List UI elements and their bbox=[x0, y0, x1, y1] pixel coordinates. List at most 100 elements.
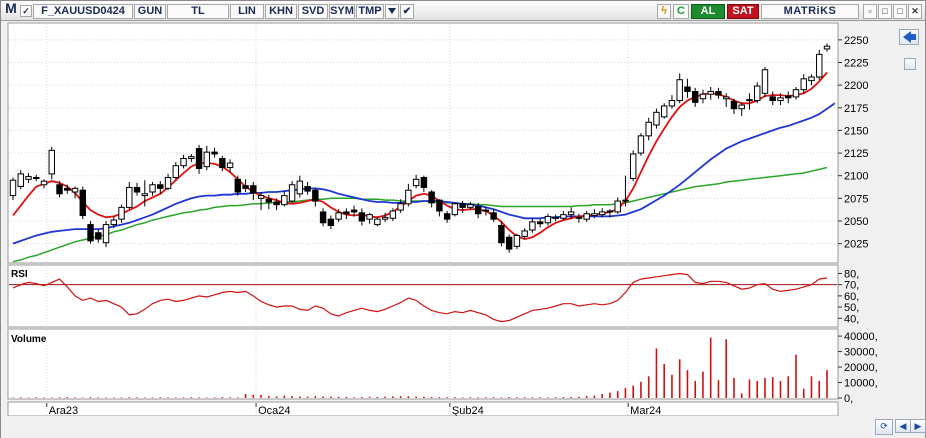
candle-up bbox=[366, 214, 373, 220]
candle-up bbox=[288, 184, 296, 202]
close-icon[interactable]: ✕ bbox=[908, 4, 922, 19]
candle-down bbox=[95, 232, 102, 240]
checkmark-icon[interactable]: ✔ bbox=[400, 4, 414, 19]
candle-down bbox=[536, 221, 544, 225]
candle-up bbox=[800, 78, 807, 91]
chart-area[interactable]: 2250 2225 2200 2175 2150 2125 2100 2075 2050 2025… bbox=[1, 21, 897, 417]
candle-down bbox=[304, 186, 311, 192]
candle-up bbox=[761, 69, 769, 94]
candle-down bbox=[490, 212, 497, 220]
volume-tick-label: 40000, bbox=[844, 331, 878, 343]
rsi-tick-label: 60, bbox=[844, 291, 859, 303]
sat-button[interactable]: SAT bbox=[727, 4, 759, 19]
panel-toggle-icon[interactable] bbox=[904, 58, 916, 70]
candle-up bbox=[71, 187, 79, 193]
svd-button[interactable]: SVD bbox=[298, 4, 328, 19]
khn-button[interactable]: KHN bbox=[265, 4, 297, 19]
candle-up bbox=[40, 180, 48, 186]
scroll-right-icon[interactable]: ▶ bbox=[910, 419, 926, 433]
candle-up bbox=[226, 162, 234, 169]
candle-up bbox=[777, 97, 784, 102]
candle-up bbox=[668, 100, 676, 107]
candle-up bbox=[17, 173, 24, 188]
candle-down bbox=[64, 187, 71, 191]
bottom-bar bbox=[1, 416, 925, 438]
sym-button[interactable]: SYM bbox=[329, 4, 355, 19]
tmp-button[interactable]: TMP bbox=[356, 4, 384, 19]
scale-button[interactable]: LIN bbox=[230, 4, 264, 19]
candle-up bbox=[521, 230, 528, 237]
volume-title: Volume bbox=[11, 334, 47, 345]
date-label: Şub24 bbox=[452, 405, 484, 417]
date-label: Mar24 bbox=[630, 405, 661, 417]
candle-up bbox=[567, 211, 575, 216]
candle-down bbox=[575, 216, 583, 219]
candle-up bbox=[48, 149, 55, 175]
price-tick-label: 2250 bbox=[844, 35, 868, 47]
currency-button[interactable]: TL bbox=[167, 4, 229, 19]
price-tick-label: 2100 bbox=[844, 171, 868, 183]
candle-down bbox=[443, 213, 451, 220]
rsi-line bbox=[12, 272, 828, 323]
candle-up bbox=[560, 214, 567, 219]
candle-up bbox=[676, 79, 683, 102]
volume-tick-label: 10000, bbox=[844, 378, 878, 390]
rsi-panel bbox=[7, 264, 839, 328]
candle-down bbox=[505, 236, 513, 250]
candle-up bbox=[33, 177, 40, 180]
left-arrow-icon[interactable] bbox=[899, 29, 919, 45]
lightning-icon[interactable]: ϟ bbox=[657, 4, 671, 19]
c-button[interactable]: C bbox=[673, 4, 689, 19]
candle-up bbox=[723, 96, 730, 100]
candle-up bbox=[126, 186, 133, 208]
symbol-field[interactable]: F_XAUUSD0424 bbox=[33, 4, 133, 19]
candle-up bbox=[412, 178, 420, 187]
candle-down bbox=[265, 198, 273, 203]
period-button[interactable]: GUN bbox=[134, 4, 166, 19]
candle-down bbox=[769, 96, 776, 102]
candle-up bbox=[172, 165, 180, 179]
candle-down bbox=[350, 209, 358, 213]
candle-up bbox=[257, 195, 265, 199]
candle-up bbox=[482, 209, 490, 212]
matriks-logo: M bbox=[5, 2, 17, 16]
minimize-icon[interactable]: ▫ bbox=[863, 4, 877, 19]
price-tick-label: 2150 bbox=[844, 125, 868, 137]
price-tick-label: 2025 bbox=[844, 239, 868, 251]
candle-down bbox=[420, 177, 428, 188]
brand-label: MATRiKS bbox=[761, 4, 859, 19]
refresh-icon[interactable]: ⟳ bbox=[875, 419, 893, 435]
checkbox-icon[interactable]: ✓ bbox=[20, 5, 32, 17]
price-panel bbox=[7, 22, 839, 264]
date-label: Oca24 bbox=[258, 405, 290, 417]
date-axis-panel bbox=[7, 401, 839, 417]
candle-up bbox=[203, 151, 211, 168]
rsi-title: RSI bbox=[11, 269, 28, 280]
candle-down bbox=[211, 151, 218, 155]
dropdown-arrow-icon[interactable] bbox=[385, 4, 399, 19]
candle-down bbox=[273, 201, 280, 206]
candle-up bbox=[405, 189, 412, 205]
al-button[interactable]: AL bbox=[691, 4, 725, 19]
candle-up bbox=[606, 210, 614, 213]
candle-down bbox=[343, 211, 350, 215]
candle-down bbox=[474, 205, 482, 215]
candle-up bbox=[738, 104, 745, 110]
date-label: Ara23 bbox=[49, 405, 78, 417]
candle-up bbox=[149, 184, 156, 193]
candle-up bbox=[660, 105, 668, 118]
candle-down bbox=[234, 178, 242, 193]
candle-down bbox=[358, 212, 366, 222]
price-tick-label: 2175 bbox=[844, 103, 868, 115]
candle-up bbox=[281, 195, 288, 206]
candle-down bbox=[219, 157, 226, 169]
candle-up bbox=[9, 179, 17, 197]
candle-up bbox=[699, 93, 707, 100]
candle-down bbox=[250, 185, 257, 194]
restore-icon[interactable]: □ bbox=[893, 4, 907, 19]
rsi-tick-label: 80, bbox=[844, 268, 859, 280]
candle-up bbox=[381, 216, 389, 220]
maximize-icon[interactable]: □ bbox=[878, 4, 892, 19]
candle-up bbox=[746, 99, 753, 102]
scroll-left-icon[interactable]: ◀ bbox=[895, 419, 911, 433]
